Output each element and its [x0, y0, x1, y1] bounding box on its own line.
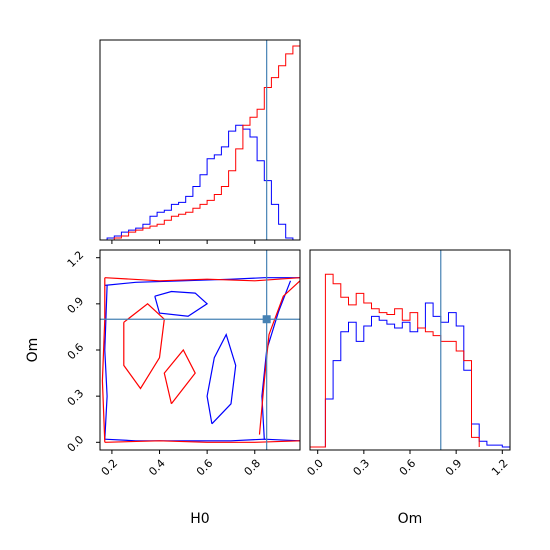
contour-blue-4: [154, 290, 209, 317]
om-histogram-red: [310, 273, 480, 448]
tick-label-x-om: 0.6: [397, 457, 419, 479]
tick-label-y-om: 1.2: [65, 248, 87, 270]
contour-red-0: [104, 277, 300, 282]
tick-label-y-om: 0.9: [65, 295, 87, 317]
om-histogram-frame: [309, 249, 511, 451]
tick-label-x-om: 0.0: [304, 457, 326, 479]
truth-marker: [262, 315, 271, 324]
om-histogram-blue: [310, 302, 510, 448]
contour-blue-0: [104, 277, 300, 286]
contour-red-5: [163, 348, 196, 405]
h0-histogram-red: [100, 45, 300, 240]
om-histogram-panel: 0.0 0.3 0.6 0.9 1.2: [304, 249, 511, 479]
tick-label-y-om: 0.3: [65, 387, 87, 409]
tick-label-x-om: 0.9: [443, 457, 465, 479]
contour-blue-2: [104, 285, 108, 440]
contour-blue-1: [104, 438, 300, 442]
x-axis-label-h0: H0: [190, 511, 209, 527]
contour-blue-5: [206, 333, 237, 425]
tick-label-x-om: 0.3: [351, 457, 373, 479]
y-axis-label-om: Om: [25, 338, 41, 363]
tick-label-x-h0: 0.8: [242, 457, 264, 479]
h0-om-contour-panel: 0.2 0.4 0.6 0.8 0.0 0.3 0.6 0.9 1.2: [65, 248, 301, 479]
h0-histogram-panel: [99, 39, 301, 244]
contour-red-2: [101, 277, 106, 443]
x-axis-label-om: Om: [398, 511, 423, 527]
tick-label-x-h0: 0.6: [194, 457, 216, 479]
h0-histogram-frame: [99, 39, 301, 241]
tick-label-y-om: 0.0: [65, 433, 87, 455]
contour-red-1: [104, 440, 300, 443]
contour-red-3: [258, 280, 300, 435]
tick-label-y-om: 0.6: [65, 341, 87, 363]
tick-label-x-h0: 0.2: [99, 457, 121, 479]
h0-histogram-blue: [100, 124, 300, 240]
contour-red-4: [123, 303, 165, 390]
tick-label-x-om: 1.2: [489, 457, 511, 479]
tick-label-x-h0: 0.4: [146, 457, 168, 479]
